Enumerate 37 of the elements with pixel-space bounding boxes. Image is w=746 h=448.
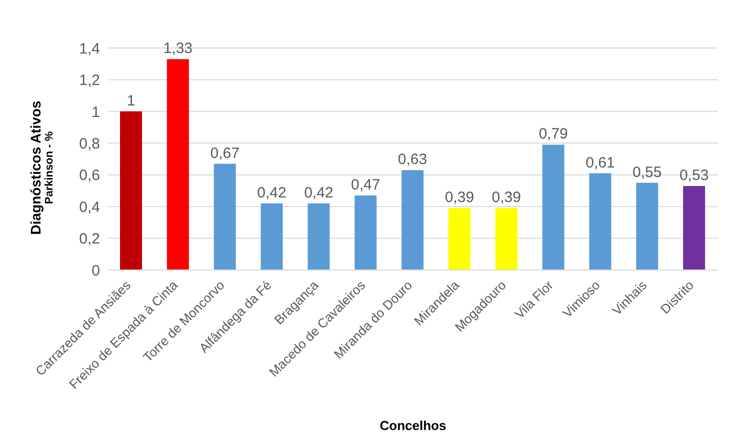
bar (589, 173, 612, 270)
data-label: 0,47 (351, 176, 380, 194)
data-label: 0,42 (304, 184, 334, 202)
y-axis-title: Diagnósticos Ativos Parkinson - % (27, 100, 56, 236)
y-tick-label: 1,2 (79, 72, 100, 90)
bar (402, 170, 424, 270)
bar (354, 195, 377, 270)
bar (260, 203, 283, 270)
bar (495, 208, 518, 270)
bar (683, 186, 706, 270)
bar (308, 203, 330, 270)
bar (448, 208, 470, 270)
data-label: 0,61 (586, 154, 615, 172)
y-tick-label: 0 (92, 262, 100, 280)
data-label: 0,67 (210, 144, 240, 162)
y-tick-label: 1,4 (79, 40, 100, 58)
data-label: 0,53 (679, 166, 709, 184)
bar (542, 144, 564, 270)
data-label: 0,55 (632, 164, 662, 181)
y-tick-label: 0,8 (79, 135, 100, 152)
data-label: 0,39 (444, 189, 474, 206)
bar (120, 111, 142, 270)
y-tick-label: 0,2 (79, 230, 100, 248)
bar (636, 182, 658, 270)
data-label: 1,33 (163, 40, 193, 58)
data-label: 1 (126, 92, 136, 110)
y-tick-label: 1 (92, 104, 100, 121)
bar (214, 164, 236, 270)
x-tick-label: Vila Flor (512, 277, 556, 322)
x-axis-title: Concelhos (380, 418, 446, 433)
data-label: 0,42 (257, 184, 286, 202)
y-tick-label: 0,4 (79, 198, 100, 216)
y-tick-label: 0,6 (79, 167, 100, 184)
bar (166, 59, 189, 270)
data-label: 0,39 (492, 189, 521, 206)
data-label: 0,63 (398, 151, 428, 168)
data-label: 0,79 (538, 126, 568, 143)
